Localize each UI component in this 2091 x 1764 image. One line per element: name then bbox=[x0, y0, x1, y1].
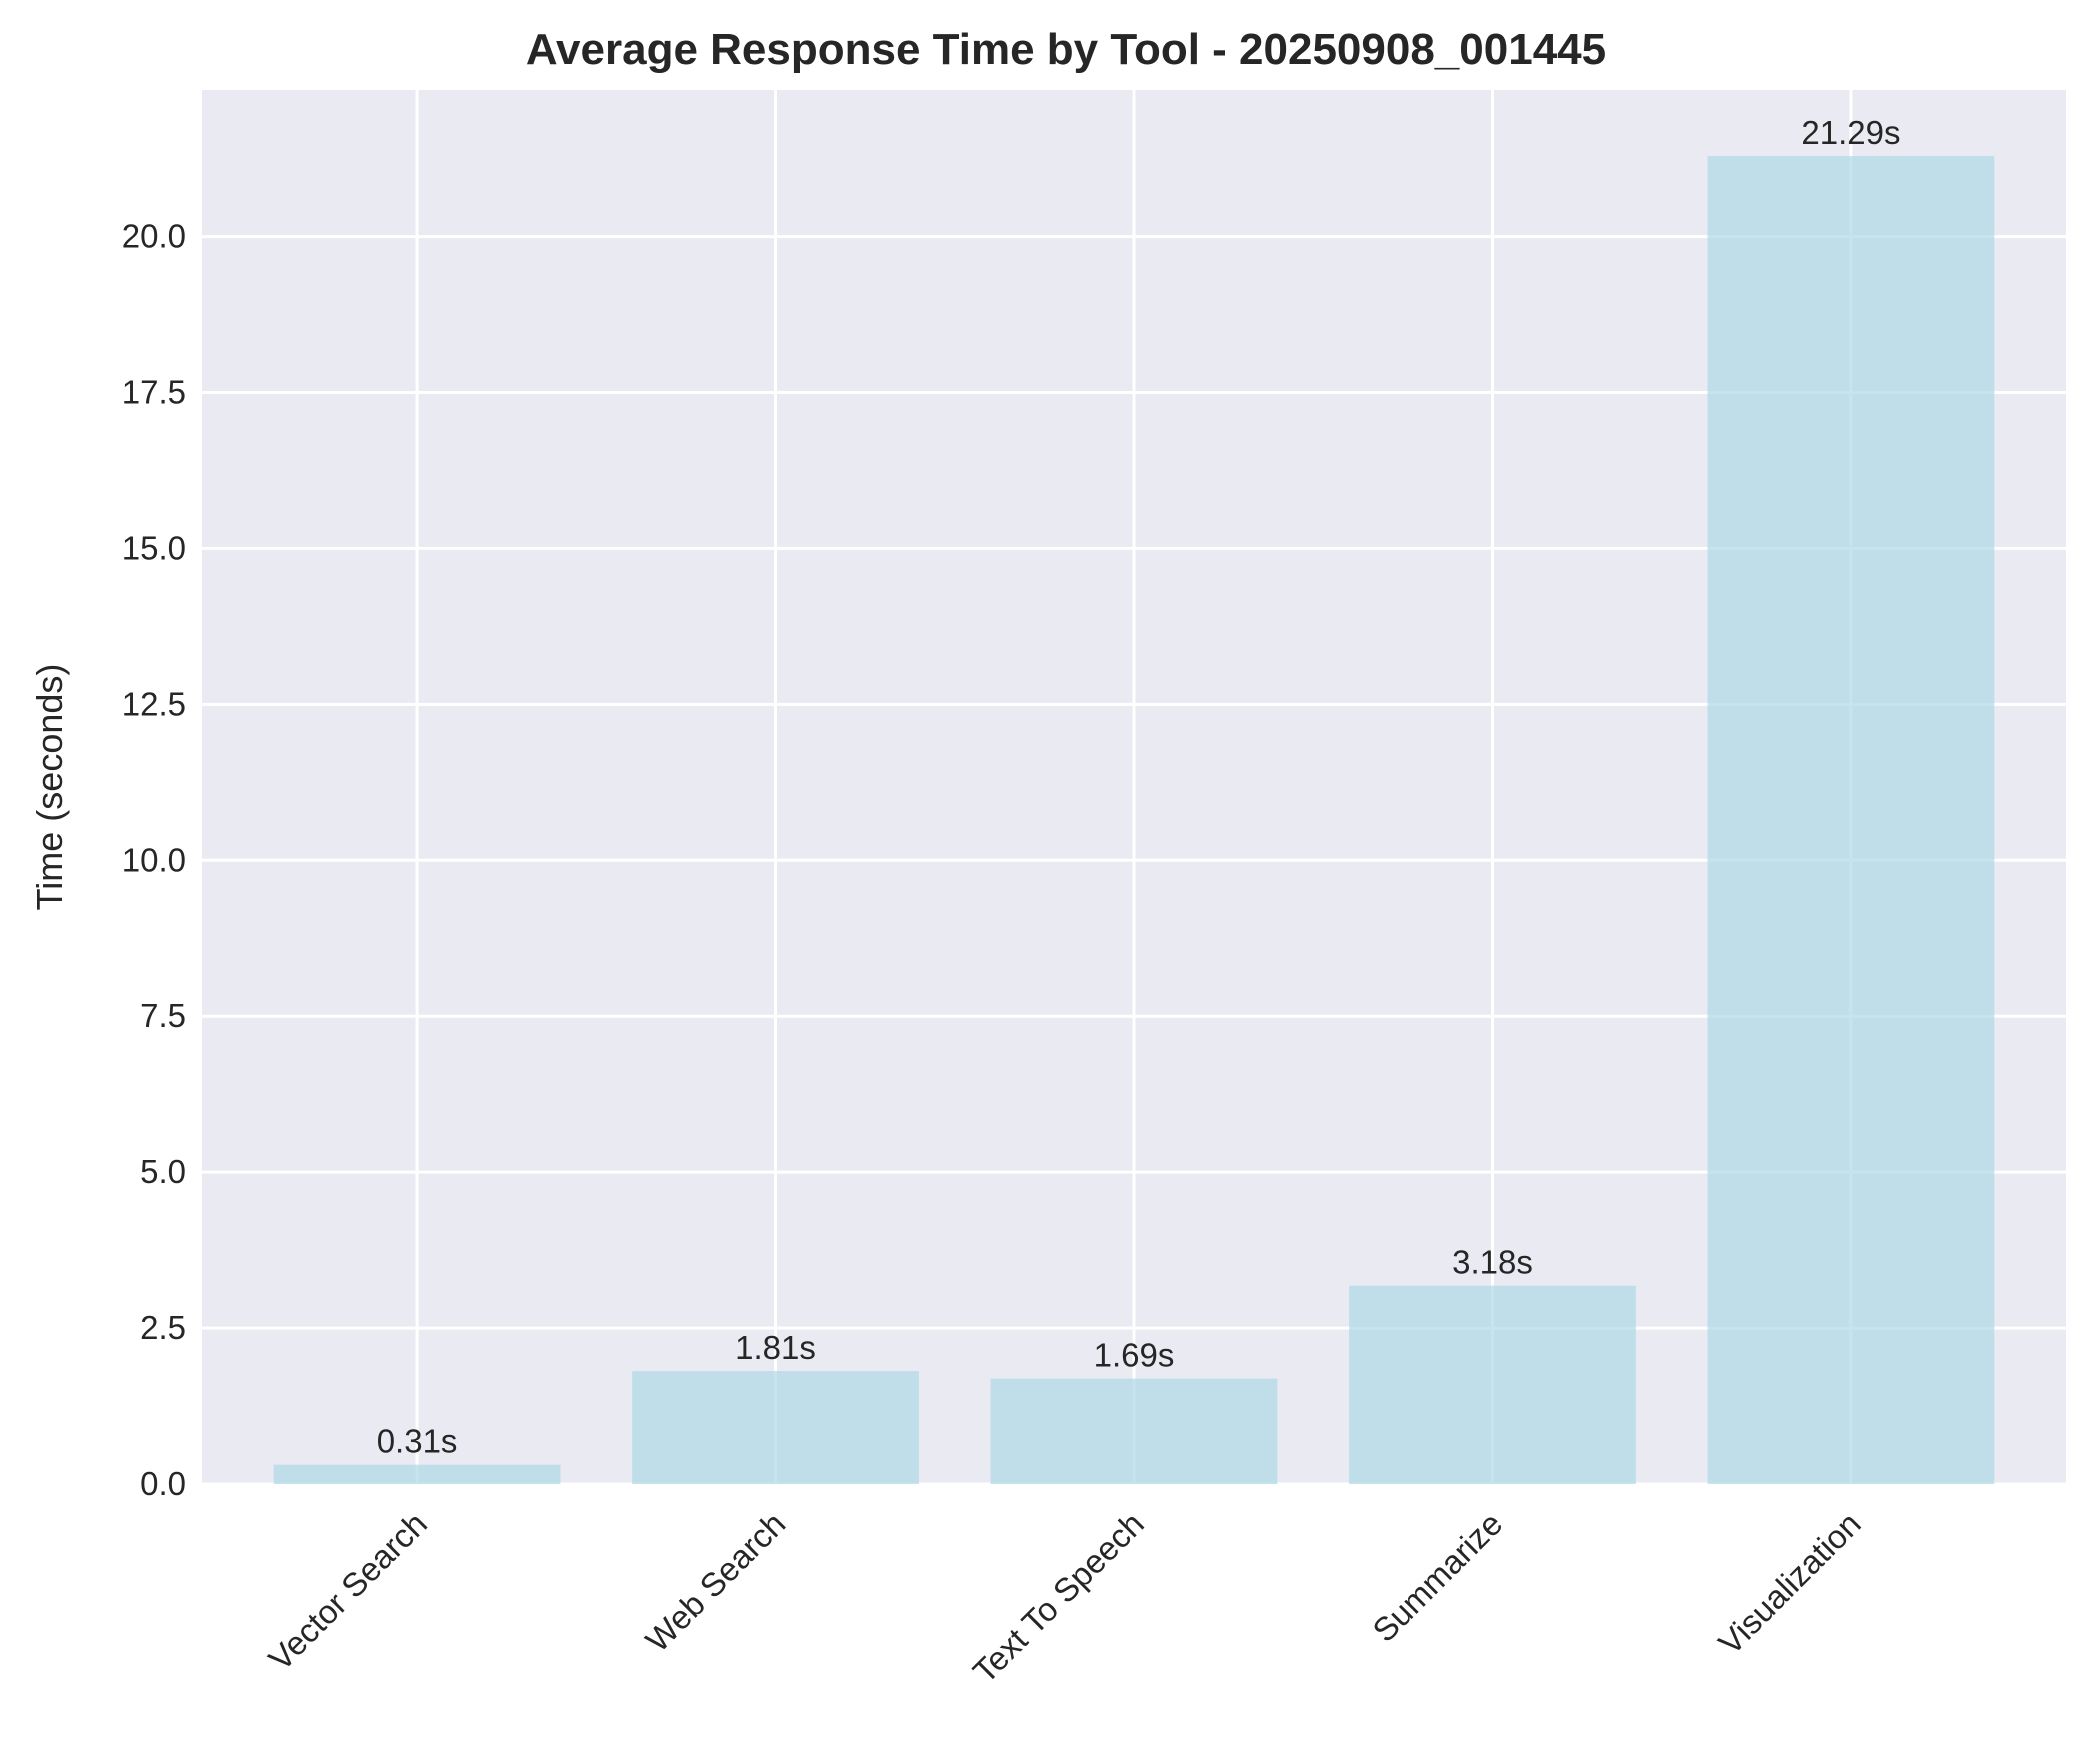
bar-value-label: 1.69s bbox=[1094, 1337, 1175, 1374]
x-tick-label: Summarize bbox=[1365, 1505, 1509, 1649]
y-tick-label: 12.5 bbox=[122, 685, 186, 722]
bar bbox=[273, 1464, 561, 1484]
y-tick-label: 7.5 bbox=[140, 997, 186, 1034]
y-tick-label: 17.5 bbox=[122, 374, 186, 411]
x-axis-ticks: Vector Search Web Search Text To Speech Sum… bbox=[261, 1505, 1868, 1690]
y-tick-label: 5.0 bbox=[140, 1153, 186, 1190]
x-tick-label: Vector Search bbox=[261, 1505, 434, 1678]
bars bbox=[273, 156, 1995, 1484]
bar-value-label: 3.18s bbox=[1452, 1244, 1533, 1281]
y-tick-label: 0.0 bbox=[140, 1465, 186, 1502]
y-tick-label: 20.0 bbox=[122, 218, 186, 255]
x-tick-label: Visualization bbox=[1711, 1505, 1868, 1662]
bar-value-label: 0.31s bbox=[377, 1423, 458, 1460]
chart-title: Average Response Time by Tool - 20250908… bbox=[526, 25, 1606, 74]
value-labels: 0.31s 1.81s 1.69s 3.18s 21.29s bbox=[377, 114, 1901, 1460]
bar bbox=[1707, 156, 1995, 1484]
y-axis-label: Time (seconds) bbox=[29, 664, 70, 911]
bar bbox=[990, 1378, 1278, 1484]
bar bbox=[1349, 1285, 1636, 1484]
bar bbox=[632, 1371, 919, 1484]
x-tick-label: Web Search bbox=[638, 1505, 792, 1659]
y-tick-label: 15.0 bbox=[122, 529, 186, 566]
y-tick-label: 2.5 bbox=[140, 1309, 186, 1346]
bar-value-label: 1.81s bbox=[735, 1329, 816, 1366]
bar-value-label: 21.29s bbox=[1801, 114, 1900, 151]
x-tick-label: Text To Speech bbox=[966, 1505, 1151, 1690]
grid-lines bbox=[202, 90, 2066, 1486]
y-tick-label: 10.0 bbox=[122, 841, 186, 878]
y-axis-ticks: 0.0 2.5 5.0 7.5 10.0 12.5 15.0 17.5 20.0 bbox=[122, 218, 186, 1502]
